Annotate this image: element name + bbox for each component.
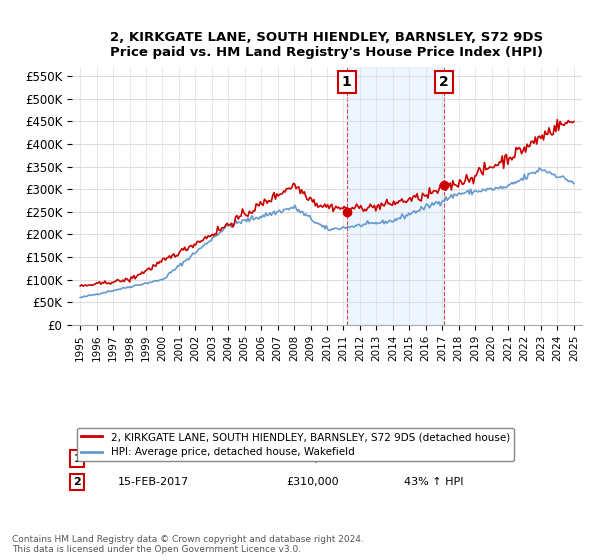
- Text: 15-FEB-2017: 15-FEB-2017: [118, 477, 189, 487]
- Text: 1: 1: [342, 75, 352, 89]
- Text: £249,999: £249,999: [286, 454, 340, 464]
- Text: 2: 2: [439, 75, 449, 89]
- Text: 31% ↑ HPI: 31% ↑ HPI: [404, 454, 463, 464]
- Legend: 2, KIRKGATE LANE, SOUTH HIENDLEY, BARNSLEY, S72 9DS (detached house), HPI: Avera: 2, KIRKGATE LANE, SOUTH HIENDLEY, BARNSL…: [77, 428, 514, 461]
- Text: £310,000: £310,000: [286, 477, 339, 487]
- Text: 1: 1: [73, 454, 81, 464]
- Text: 2: 2: [73, 477, 81, 487]
- Text: 18-MAR-2011: 18-MAR-2011: [118, 454, 193, 464]
- Title: 2, KIRKGATE LANE, SOUTH HIENDLEY, BARNSLEY, S72 9DS
Price paid vs. HM Land Regis: 2, KIRKGATE LANE, SOUTH HIENDLEY, BARNSL…: [110, 31, 544, 59]
- Bar: [347, 67, 444, 325]
- Text: 43% ↑ HPI: 43% ↑ HPI: [404, 477, 463, 487]
- Text: Contains HM Land Registry data © Crown copyright and database right 2024.
This d: Contains HM Land Registry data © Crown c…: [12, 535, 364, 554]
